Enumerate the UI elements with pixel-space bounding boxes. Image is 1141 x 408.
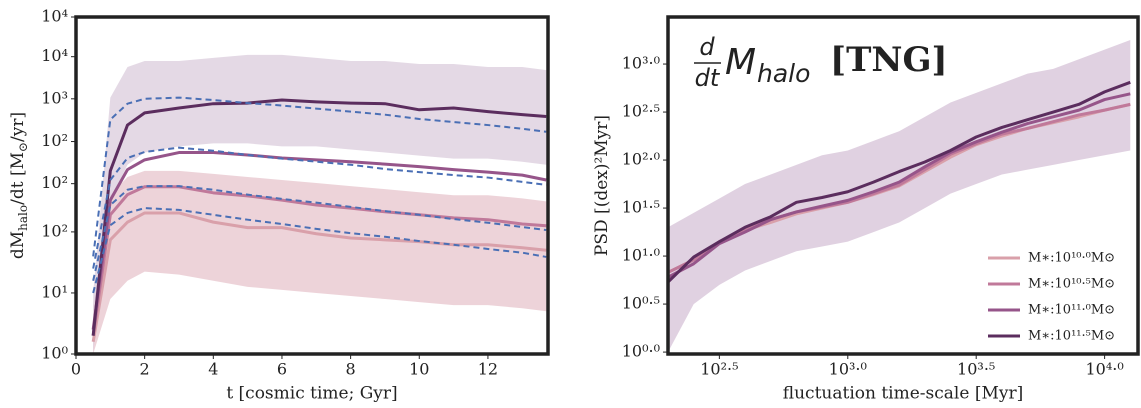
x-tick-label: 10³·⁰ (829, 360, 867, 379)
y-tick-label: 10² (41, 173, 68, 192)
legend-label: M∗:10¹⁰·⁰M⊙ (1028, 251, 1115, 266)
y-tick-label: 10⁴ (41, 46, 68, 65)
plot-area (91, 54, 547, 354)
title-num: d (699, 33, 715, 61)
y-axis-label-part: /dt [M (8, 152, 28, 205)
y-axis-label-part: /yr] (8, 112, 28, 142)
y-tick-label: 10¹ (41, 282, 68, 301)
x-tick-label: 4 (208, 360, 218, 379)
band (93, 54, 547, 354)
x-tick-label: 12 (478, 360, 498, 379)
x-tick-label: 10 (409, 360, 429, 379)
series-line (91, 98, 547, 336)
y-tick-label: 10³ (41, 88, 68, 107)
legend-label: M∗:10¹⁰·⁵M⊙ (1028, 277, 1115, 292)
x-tick-label: 0 (71, 360, 81, 379)
title-suffix: [TNG] (830, 40, 948, 80)
y-tick-label: 10² (41, 221, 68, 240)
title-den: dt (695, 64, 721, 92)
y-axis-label-part: halo (16, 205, 30, 231)
y-tick-label: 10¹·⁰ (622, 246, 660, 265)
x-tick-label: 8 (346, 360, 356, 379)
fit-line (92, 207, 547, 294)
y-axis-label-part: PSD [(dex)²Myr] (592, 115, 612, 256)
y-tick-label: 10³·⁰ (622, 54, 660, 73)
y-axis-label-part: ⊙ (16, 142, 30, 152)
x-tick-label: 10⁴·⁰ (1085, 360, 1123, 379)
y-tick-label: 10⁰ (41, 344, 68, 363)
y-tick-label: 10⁴ (41, 7, 68, 26)
plot-area (668, 40, 1131, 353)
series-line (668, 92, 1131, 279)
y-tick-label: 10⁰·⁰ (622, 342, 660, 361)
y-tick-label: 10² (41, 131, 68, 150)
series-line (668, 80, 1131, 284)
fit-line (92, 185, 547, 281)
fit-line (92, 146, 547, 269)
x-tick-label: 6 (277, 360, 287, 379)
y-axis-label: dMhalo/dt [M⊙/yr] (8, 112, 30, 259)
y-tick-label: 10²·⁵ (622, 102, 660, 121)
legend-label: M∗:10¹¹·⁰M⊙ (1028, 303, 1115, 318)
series-line (668, 102, 1131, 274)
x-tick-label: 10³·⁵ (957, 360, 995, 379)
x-axis-label: t [cosmic time; Gyr] (226, 384, 397, 404)
x-tick-label: 10²·⁵ (700, 360, 738, 379)
title-subscript: halo (757, 59, 810, 88)
frame (74, 15, 550, 356)
title-symbol: M (725, 42, 756, 83)
y-tick-label: 10¹·⁵ (622, 198, 660, 217)
series-line (91, 151, 547, 330)
series-line (91, 211, 547, 343)
y-tick-label: 10²·⁰ (622, 150, 660, 169)
band (668, 40, 1131, 353)
legend-label: M∗:10¹¹·⁵M⊙ (1028, 329, 1115, 344)
y-axis-label: PSD [(dex)²Myr] (592, 115, 612, 256)
x-tick-label: 2 (140, 360, 150, 379)
y-tick-label: 10⁰·⁵ (622, 294, 660, 313)
x-axis-label: fluctuation time-scale [Myr] (783, 384, 1023, 404)
y-axis-label-part: dM (8, 231, 28, 259)
fit-line (92, 96, 547, 257)
band (93, 170, 547, 354)
series-line (91, 185, 547, 336)
frame (666, 15, 1140, 356)
